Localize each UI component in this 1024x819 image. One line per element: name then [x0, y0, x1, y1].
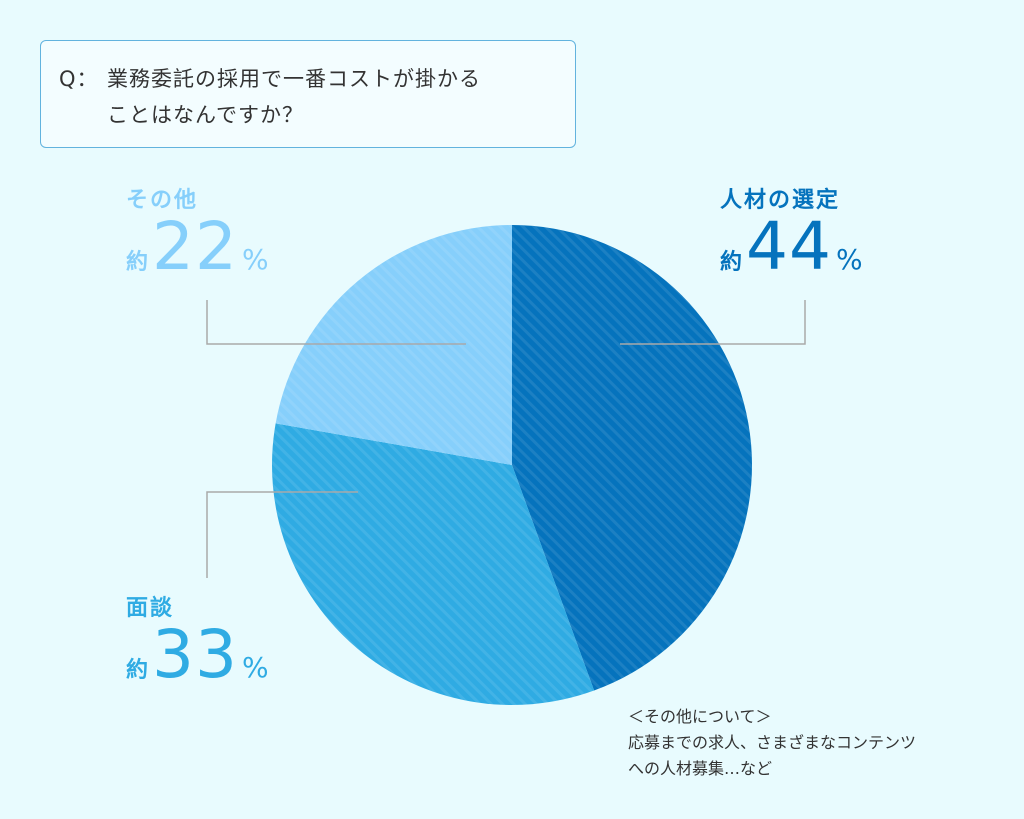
- slice-name: 人材の選定: [720, 188, 841, 213]
- question-line-1: 業務委託の採用で一番コストが掛かる: [107, 67, 481, 91]
- question-box: Q： 業務委託の採用で一番コストが掛かる ことはなんですか？: [40, 40, 576, 148]
- leader-line-selection: [620, 300, 806, 345]
- pie-slice-hatch: [272, 423, 595, 706]
- note-line-2: への人材募集…など: [628, 759, 773, 778]
- slice-unit: %: [836, 243, 863, 276]
- pie-slice-hatch: [275, 225, 512, 465]
- question-line-2: ことはなんですか？: [107, 103, 304, 127]
- slice-unit: %: [242, 243, 269, 276]
- slice-prefix: 約: [126, 250, 149, 275]
- leader-line-interview: [206, 491, 358, 578]
- note-line-1: 応募までの求人、さまざまなコンテンツ: [628, 733, 917, 752]
- slice-prefix: 約: [720, 250, 743, 275]
- slice-prefix: 約: [126, 658, 149, 683]
- other-note: ＜その他について＞ 応募までの求人、さまざまなコンテンツ への人材募集…など: [628, 704, 916, 782]
- slice-value: 44: [746, 208, 832, 285]
- leader-line-other: [206, 300, 466, 345]
- slice-label-interview: 面談 約 33 %: [126, 590, 269, 688]
- slice-label-selection: 人材の選定 約 44 %: [720, 182, 863, 280]
- pie-slice-hatch: [512, 225, 753, 691]
- slice-value: 33: [152, 616, 238, 693]
- question-prefix: Q：: [59, 67, 99, 91]
- slice-unit: %: [242, 651, 269, 684]
- note-title: ＜その他について＞: [628, 707, 772, 726]
- slice-label-other: その他 約 22 %: [126, 182, 269, 280]
- slice-value: 22: [152, 208, 238, 285]
- slice-name: その他: [126, 188, 199, 213]
- slice-name: 面談: [126, 596, 175, 621]
